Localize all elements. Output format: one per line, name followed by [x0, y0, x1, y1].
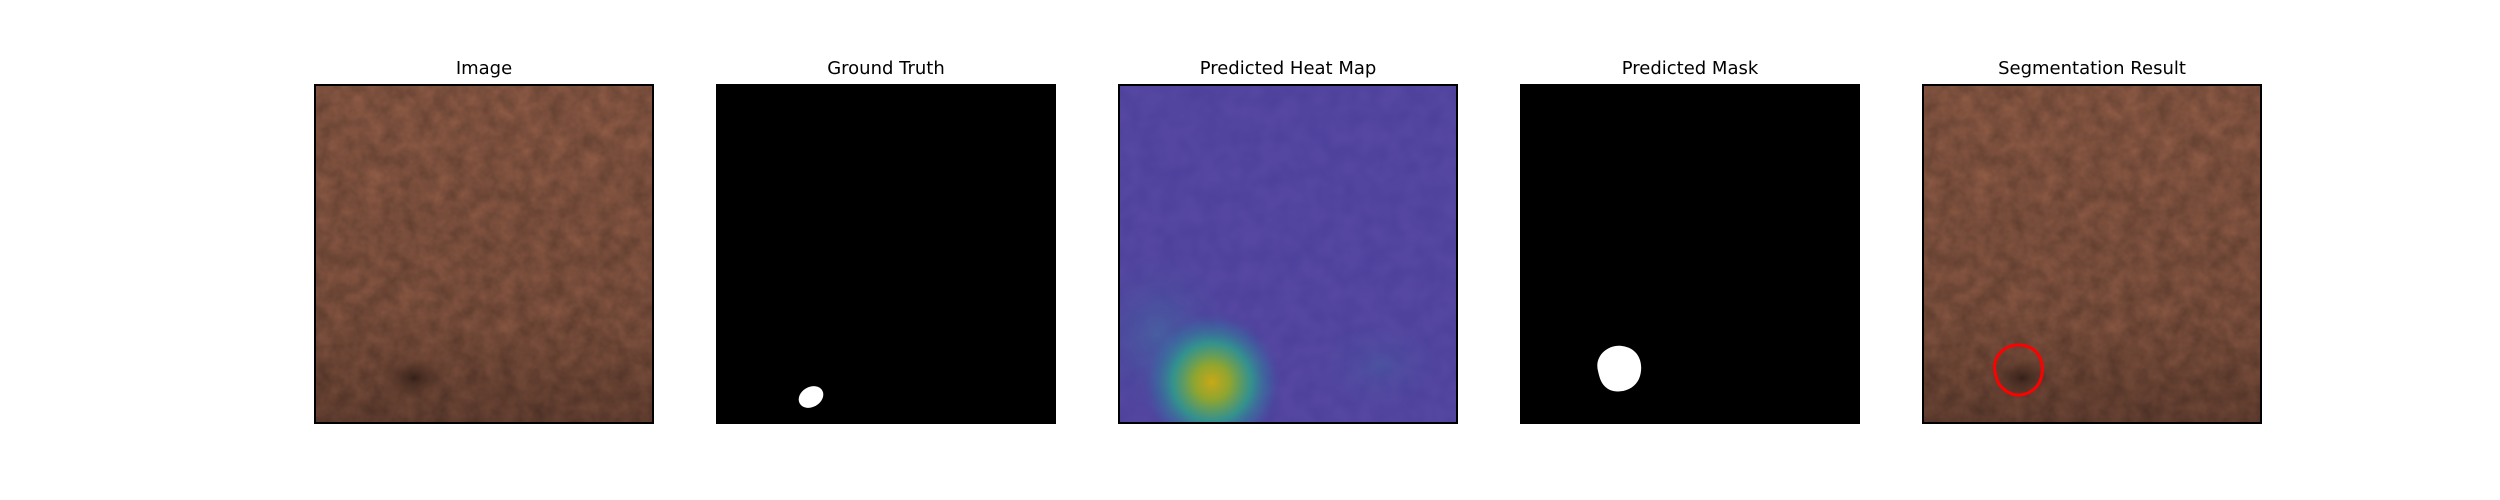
ground-truth-frame — [716, 84, 1056, 424]
ground-truth-defect-region — [798, 386, 824, 408]
panel-title-segmentation: Segmentation Result — [1998, 58, 2186, 79]
mask-frame — [1520, 84, 1860, 424]
heatmap-frame — [1118, 84, 1458, 424]
segmentation-frame — [1922, 84, 2262, 424]
ground-truth-mask — [718, 86, 1054, 422]
image-panel: Image — [314, 0, 654, 500]
segmentation-image — [1924, 86, 2260, 422]
panel-title-mask: Predicted Mask — [1621, 58, 1759, 79]
heatmap-image — [1120, 86, 1456, 422]
panel-title-heatmap: Predicted Heat Map — [1199, 58, 1377, 79]
ground-truth-panel: Ground Truth — [716, 0, 1056, 500]
leather-image — [316, 86, 652, 422]
mask-panel: Predicted Mask — [1520, 0, 1860, 500]
heatmap-panel: Predicted Heat Map — [1118, 0, 1458, 500]
segmentation-contour — [1993, 343, 2044, 397]
predicted-mask — [1522, 86, 1858, 422]
image-frame — [314, 84, 654, 424]
predicted-defect-region — [1597, 345, 1642, 392]
heatmap-hotspot — [1140, 310, 1284, 422]
panel-title-image: Image — [455, 58, 513, 79]
panel-title-ground-truth: Ground Truth — [827, 58, 945, 79]
segmentation-panel: Segmentation Result — [1922, 0, 2262, 500]
